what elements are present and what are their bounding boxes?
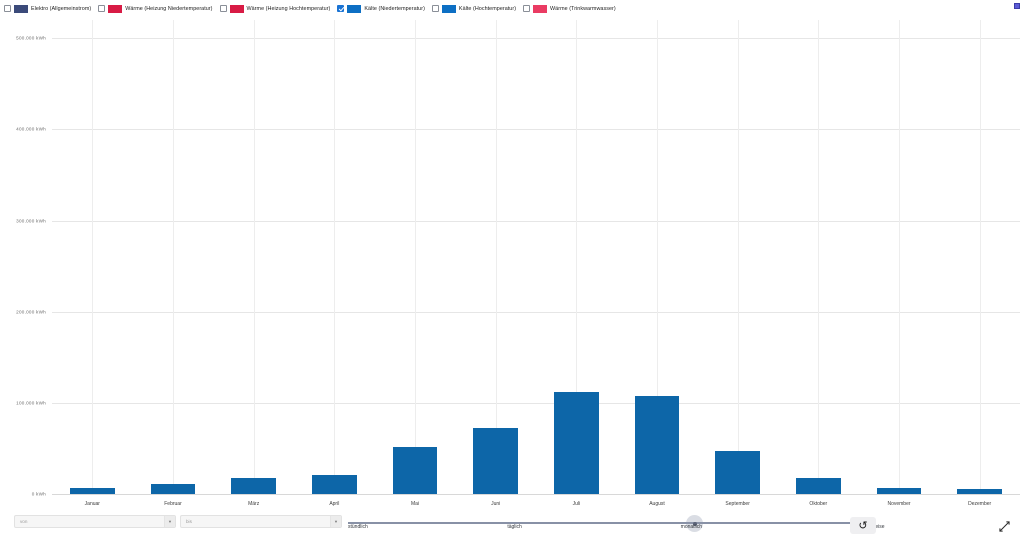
chart-area: 500.000 kWh 400.000 kWh 300.000 kWh 200.000… <box>0 17 1024 512</box>
y-axis-tick-label: 0 kWh <box>31 491 46 497</box>
legend-checkbox[interactable] <box>98 5 106 12</box>
slider-thumb[interactable] <box>686 515 704 532</box>
gridline-horizontal <box>52 38 1020 40</box>
chart-bar[interactable] <box>392 446 438 494</box>
chart-bar[interactable] <box>70 487 115 494</box>
chart-bar[interactable] <box>150 483 196 494</box>
gridline-horizontal <box>52 311 1020 313</box>
chart-bar[interactable] <box>634 395 680 494</box>
slider-track[interactable] <box>348 522 868 524</box>
chart-bar[interactable] <box>876 487 922 494</box>
x-axis-tick-label: Juli <box>572 501 581 507</box>
x-axis-tick-label: Januar <box>84 501 100 507</box>
granularity-slider[interactable]: stündlichtäglichmonatlichquartalsweise <box>348 512 885 550</box>
legend-item[interactable]: Wärme (Heizung Hochtemperatur) <box>219 0 331 17</box>
chart-plot: 500.000 kWh 400.000 kWh 300.000 kWh 200.000… <box>16 20 1020 507</box>
expand-fullscreen-button[interactable] <box>998 520 1010 532</box>
legend: Elektro (Allgemeinstrom) Wärme (Heizung N… <box>0 0 1024 17</box>
x-axis-tick-label: Dezember <box>968 501 992 507</box>
legend-checkbox[interactable] <box>4 5 11 12</box>
legend-item[interactable]: Wärme (Heizung Niedertemperatur) <box>98 0 212 17</box>
chevron-down-icon[interactable]: ▼ <box>164 516 175 527</box>
gridline-vertical <box>254 20 255 494</box>
x-axis-tick-label: März <box>248 501 260 507</box>
status-marker-icon <box>1014 3 1020 9</box>
legend-item[interactable]: Wärme (Trinkwarmwasser) <box>523 0 616 17</box>
gridline-vertical <box>818 20 819 494</box>
gridline-vertical <box>334 20 335 494</box>
chart-bar[interactable] <box>715 451 760 494</box>
gridline-horizontal <box>52 129 1020 131</box>
y-axis-tick-label: 200.000 kWh <box>16 309 46 315</box>
legend-checkbox[interactable] <box>219 5 227 12</box>
legend-item[interactable]: Kälte (Niedertemperatur) <box>337 0 425 17</box>
date-from-select[interactable]: von ▼ <box>14 515 176 528</box>
legend-item-label: Wärme (Heizung Niedertemperatur) <box>125 5 213 12</box>
legend-checkbox[interactable] <box>337 5 345 12</box>
gridline-vertical <box>496 20 497 494</box>
y-axis-tick-label: 100.000 kWh <box>16 400 46 406</box>
x-axis-tick-label: Mai <box>410 501 420 507</box>
chart-bar[interactable] <box>312 474 357 494</box>
legend-color-swatch <box>533 4 548 13</box>
legend-item-label: Elektro (Allgemeinstrom) <box>31 5 92 12</box>
gridline-horizontal <box>52 494 1020 495</box>
gridline-vertical <box>576 20 577 494</box>
x-axis-tick-label: Juni <box>491 501 501 507</box>
expand-icon <box>998 520 1010 532</box>
gridline-vertical <box>92 20 93 494</box>
legend-item[interactable]: Kälte (Hochtemperatur) <box>431 0 517 17</box>
gridline-vertical <box>415 20 416 494</box>
y-axis-tick-label: 300.000 kWh <box>16 218 46 224</box>
chevron-down-icon[interactable]: ▼ <box>330 516 341 527</box>
gridline-vertical <box>657 20 658 494</box>
legend-color-swatch <box>14 4 28 13</box>
legend-item-label: Kälte (Hochtemperatur) <box>458 5 517 12</box>
x-axis-tick-label: August <box>649 501 665 507</box>
x-axis-tick-label: Februar <box>164 501 182 507</box>
legend-item[interactable]: Elektro (Allgemeinstrom) <box>4 0 91 17</box>
gridline-vertical <box>173 20 174 494</box>
x-axis-tick-label: April <box>329 501 340 507</box>
chart-bar[interactable] <box>231 477 276 494</box>
slider-option-label[interactable]: täglich <box>507 524 522 530</box>
legend-color-swatch <box>441 4 456 13</box>
slider-option-label[interactable]: monatlich <box>680 524 703 530</box>
x-axis-tick-label: November <box>887 501 911 507</box>
legend-item-label: Wärme (Trinkwarmwasser) <box>550 5 616 12</box>
y-axis-tick-label: 500.000 kWh <box>16 35 46 41</box>
legend-color-swatch <box>108 4 123 13</box>
y-axis-tick-label: 400.000 kWh <box>16 126 46 132</box>
gridline-horizontal <box>52 402 1020 404</box>
slider-option-label[interactable]: stündlich <box>348 524 368 530</box>
date-from-value: von <box>20 519 28 524</box>
x-axis-tick-label: Oktober <box>809 501 828 507</box>
date-to-value: bis <box>186 519 192 524</box>
chart-bar[interactable] <box>473 428 518 494</box>
legend-checkbox[interactable] <box>431 5 439 12</box>
reset-button[interactable]: ↺ <box>850 517 876 534</box>
legend-color-swatch <box>229 4 244 13</box>
legend-checkbox[interactable] <box>523 5 531 12</box>
legend-item-label: Kälte (Niedertemperatur) <box>364 5 425 12</box>
reset-icon: ↺ <box>858 519 868 532</box>
chart-bar[interactable] <box>957 489 1002 494</box>
chart-controls: von ▼ bis ▼ stündlichtäglichmonatlichqua… <box>0 512 1024 550</box>
gridline-vertical <box>738 20 739 494</box>
gridline-horizontal <box>52 220 1020 222</box>
x-axis-tick-label: September <box>725 501 750 507</box>
chart-bar[interactable] <box>554 391 599 494</box>
legend-item-label: Wärme (Heizung Hochtemperatur) <box>246 5 331 12</box>
chart-bar[interactable] <box>796 477 841 494</box>
gridline-vertical <box>980 20 981 494</box>
gridline-vertical <box>899 20 900 494</box>
legend-color-swatch <box>347 4 362 13</box>
date-to-select[interactable]: bis ▼ <box>180 515 342 528</box>
